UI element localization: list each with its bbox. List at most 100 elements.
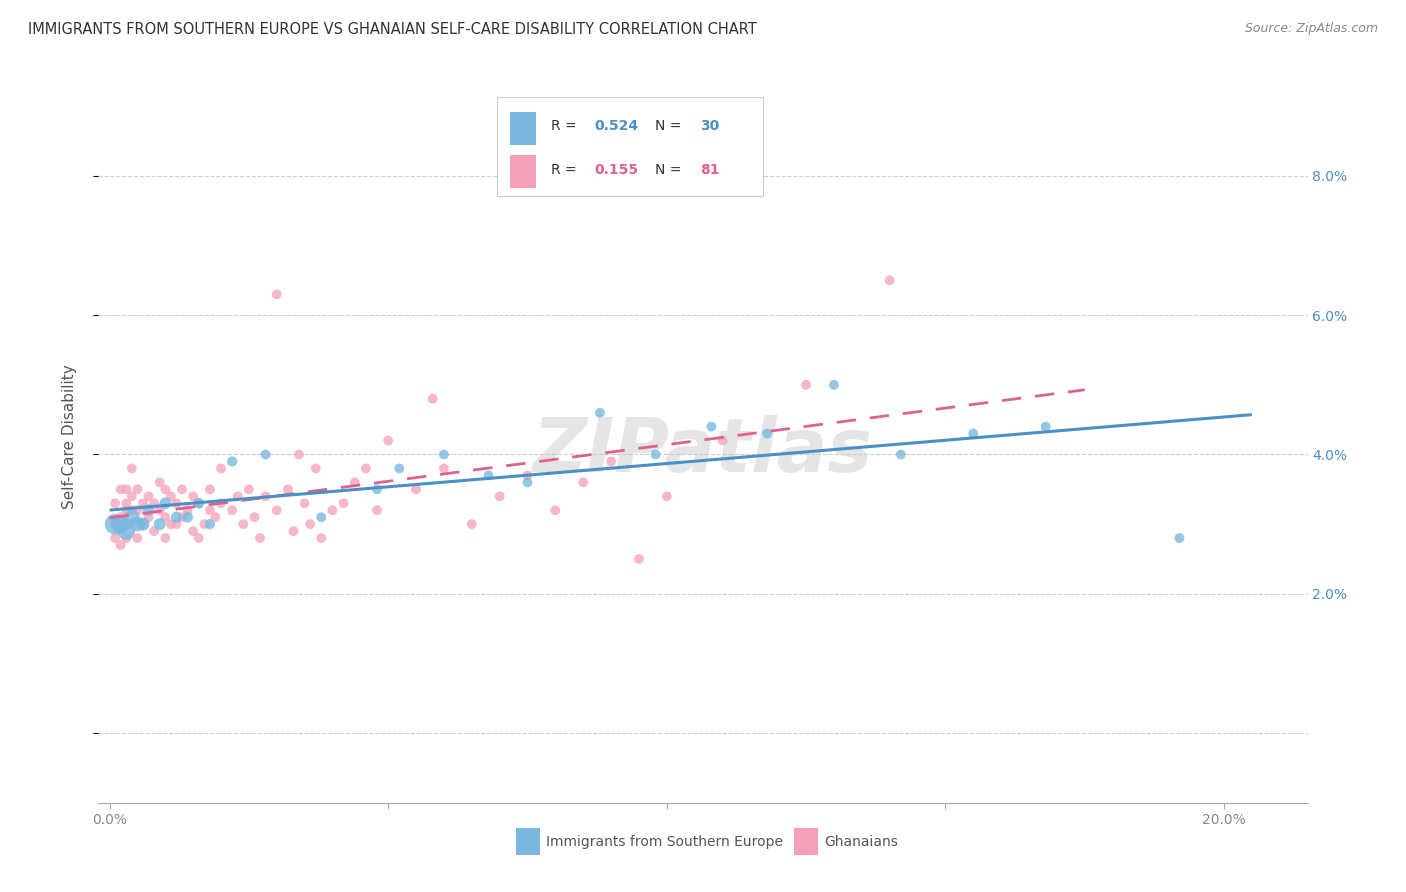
Point [187, 496, 209, 510]
Point [254, 448, 277, 462]
Point [343, 475, 366, 490]
Point [962, 426, 984, 441]
Text: R =: R = [551, 120, 581, 134]
Point [127, 483, 149, 497]
Text: Immigrants from Southern Europe: Immigrants from Southern Europe [546, 835, 783, 848]
Point [198, 503, 221, 517]
Text: 81: 81 [700, 163, 720, 178]
Point [266, 287, 288, 301]
Point [209, 461, 232, 475]
Point [155, 510, 177, 524]
Point [104, 517, 127, 532]
Point [477, 468, 499, 483]
Point [187, 531, 209, 545]
Point [193, 517, 215, 532]
Point [165, 496, 187, 510]
Point [305, 461, 328, 475]
Point [516, 475, 538, 490]
Point [277, 483, 299, 497]
Point [149, 503, 172, 517]
Point [354, 461, 377, 475]
Text: N =: N = [655, 163, 685, 178]
Point [600, 454, 623, 468]
Point [149, 517, 172, 532]
Point [121, 510, 143, 524]
Point [488, 489, 510, 503]
Point [132, 496, 155, 510]
Point [170, 510, 193, 524]
Point [516, 468, 538, 483]
Point [243, 510, 266, 524]
Point [115, 503, 138, 517]
Point [127, 517, 149, 532]
Point [311, 510, 333, 524]
Point [238, 483, 260, 497]
Point [104, 517, 127, 532]
Point [165, 517, 187, 532]
Point [294, 496, 316, 510]
Point [226, 489, 249, 503]
Point [121, 503, 143, 517]
Point [266, 503, 288, 517]
Bar [509, 112, 536, 145]
Point [433, 461, 456, 475]
Point [311, 531, 333, 545]
Point [149, 475, 172, 490]
Point [187, 496, 209, 510]
Point [165, 510, 187, 524]
Point [104, 496, 127, 510]
Point [209, 496, 232, 510]
Point [655, 489, 678, 503]
Point [461, 517, 484, 532]
Text: 30: 30 [700, 120, 720, 134]
Point [176, 510, 198, 524]
Bar [516, 828, 540, 855]
Point [198, 517, 221, 532]
Point [155, 483, 177, 497]
Point [249, 531, 271, 545]
Text: Source: ZipAtlas.com: Source: ZipAtlas.com [1244, 22, 1378, 36]
Point [155, 496, 177, 510]
Point [288, 448, 311, 462]
Point [366, 503, 388, 517]
Point [299, 517, 322, 532]
Point [794, 377, 817, 392]
Point [254, 489, 277, 503]
Point [110, 517, 132, 532]
Point [221, 503, 243, 517]
Point [115, 483, 138, 497]
Point [110, 538, 132, 552]
Point [572, 475, 595, 490]
Point [204, 510, 226, 524]
Point [181, 489, 204, 503]
Point [176, 503, 198, 517]
Point [160, 517, 183, 532]
Point [332, 496, 354, 510]
Point [115, 524, 138, 538]
Point [198, 483, 221, 497]
Point [181, 524, 204, 538]
Point [138, 489, 160, 503]
Point [377, 434, 399, 448]
Text: ZIPatlas: ZIPatlas [533, 415, 873, 488]
Point [283, 524, 305, 538]
Point [143, 524, 166, 538]
Point [121, 517, 143, 532]
Point [1168, 531, 1191, 545]
Point [711, 434, 734, 448]
Bar [509, 155, 536, 188]
Point [422, 392, 444, 406]
Point [544, 503, 567, 517]
Point [160, 489, 183, 503]
Point [366, 483, 388, 497]
Point [756, 426, 779, 441]
Text: Ghanaians: Ghanaians [824, 835, 898, 848]
Point [823, 377, 845, 392]
Point [132, 517, 155, 532]
Point [221, 454, 243, 468]
Point [104, 531, 127, 545]
Text: N =: N = [655, 120, 685, 134]
Point [127, 503, 149, 517]
Point [321, 503, 343, 517]
Point [121, 461, 143, 475]
